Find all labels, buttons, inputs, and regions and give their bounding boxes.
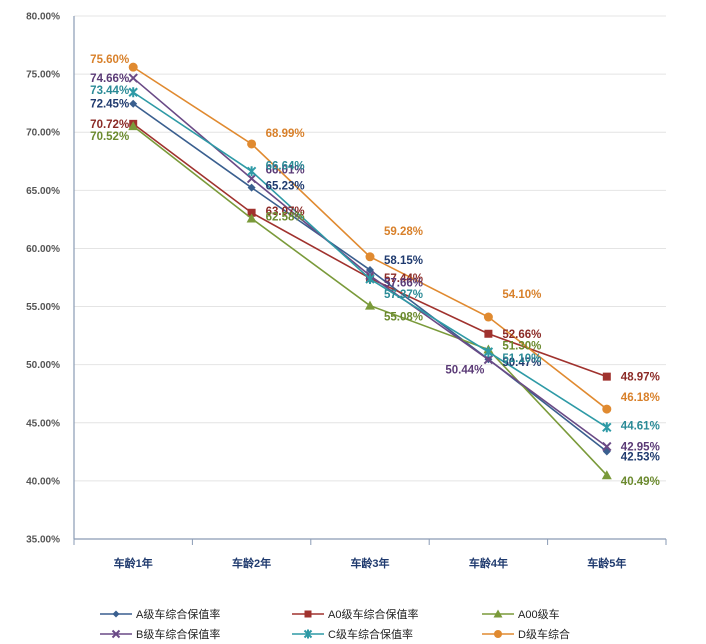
- y-tick-label: 50.00%: [26, 360, 60, 371]
- legend-marker: [112, 610, 120, 618]
- legend-item: C级车综合保值率: [292, 627, 413, 641]
- data-point: [247, 208, 256, 217]
- data-label: 50.44%: [445, 365, 484, 377]
- data-point: [129, 99, 138, 108]
- legend-label: A00级车: [518, 607, 560, 621]
- legend-label: D级车综合: [518, 627, 570, 641]
- data-point: [602, 372, 611, 381]
- data-label: 66.01%: [266, 165, 305, 177]
- x-tick-label: 车龄1年: [114, 556, 153, 570]
- data-label: 57.66%: [384, 278, 423, 290]
- data-label: 46.18%: [621, 392, 660, 404]
- y-axis-ticks: 35.00% 40.00% 45.00% 50.00% 55.00% 60.00% 65.0…: [26, 12, 60, 546]
- data-label: 62.58%: [266, 211, 305, 223]
- data-point: [365, 300, 375, 310]
- data-point: [128, 73, 138, 83]
- data-label: 52.66%: [502, 329, 541, 341]
- data-label: 51.30%: [502, 341, 541, 353]
- data-point: [602, 404, 612, 414]
- data-label: 68.99%: [266, 128, 305, 140]
- data-label: 55.08%: [384, 312, 423, 324]
- data-label: 74.66%: [90, 73, 129, 85]
- data-point: [602, 422, 612, 433]
- data-label: 48.97%: [621, 372, 660, 384]
- x-tick-label: 车龄3年: [350, 556, 389, 570]
- y-tick-label: 65.00%: [26, 186, 60, 197]
- data-label: 57.37%: [384, 289, 423, 301]
- data-point: [246, 166, 257, 177]
- data-label: 70.52%: [90, 131, 129, 143]
- data-label: 42.95%: [621, 442, 660, 454]
- data-label: 42.53%: [621, 451, 660, 463]
- data-point: [483, 346, 494, 357]
- y-tick-label: 35.00%: [26, 535, 60, 546]
- data-label: 50.47%: [502, 357, 541, 369]
- data-point: [366, 265, 374, 274]
- data-label: 44.61%: [621, 420, 660, 432]
- data-label: 63.07%: [266, 206, 305, 218]
- data-point: [246, 213, 257, 223]
- data-label: 40.49%: [621, 476, 660, 488]
- data-label: 72.45%: [90, 99, 129, 111]
- data-label: 51.10%: [502, 353, 541, 365]
- data-point: [602, 441, 612, 452]
- series-group: [128, 62, 612, 480]
- data-point: [483, 354, 494, 365]
- legend-item: A0级车综合保值率: [292, 607, 418, 621]
- data-label: 75.60%: [90, 54, 129, 66]
- data-point: [246, 173, 257, 184]
- series: [128, 121, 612, 480]
- data-label: 65.23%: [266, 181, 305, 193]
- data-point: [128, 62, 138, 72]
- legend-item: B级车综合保值率: [100, 627, 220, 641]
- data-label: 54.10%: [502, 289, 541, 301]
- data-label: 73.44%: [90, 85, 129, 97]
- data-label: 59.28%: [384, 226, 423, 238]
- legend-marker: [493, 609, 503, 618]
- y-tick-label: 75.00%: [26, 70, 60, 81]
- x-tick-label: 车龄4年: [469, 556, 508, 570]
- x-tick-label: 车龄2年: [232, 556, 271, 570]
- y-tick-label: 60.00%: [26, 244, 60, 255]
- legend-marker: [494, 630, 502, 638]
- legend-label: A0级车综合保值率: [328, 607, 418, 621]
- data-point: [247, 139, 257, 149]
- data-point: [483, 312, 493, 322]
- data-point: [601, 470, 612, 480]
- legend-item: A00级车: [482, 607, 560, 621]
- legend-marker: [303, 629, 313, 639]
- y-tick-label: 40.00%: [26, 476, 60, 487]
- legend-marker: [304, 610, 312, 618]
- x-axis-ticks: 车龄1年 车龄2年 车龄3年 车龄4年 车龄5年: [114, 556, 627, 570]
- y-tick-label: 55.00%: [26, 302, 60, 313]
- series-line: [132, 77, 608, 448]
- legend-label: B级车综合保值率: [136, 627, 220, 641]
- series: [128, 73, 612, 452]
- data-label: 70.72%: [90, 119, 129, 131]
- y-tick-label: 45.00%: [26, 418, 60, 429]
- axes: [73, 16, 667, 545]
- x-tick-label: 车龄5年: [587, 556, 626, 570]
- legend: A级车综合保值率 A0级车综合保值率 A00级车 B级车综合保值率 C级车综合保值率 D级…: [100, 607, 570, 641]
- legend-label: A级车综合保值率: [136, 607, 220, 621]
- data-point: [247, 183, 256, 192]
- y-tick-label: 80.00%: [26, 12, 60, 23]
- data-point: [128, 87, 138, 98]
- data-point: [484, 329, 493, 338]
- data-label: 57.44%: [384, 273, 423, 285]
- data-point: [365, 252, 375, 262]
- data-point: [128, 121, 139, 131]
- series: [128, 87, 612, 433]
- legend-item: A级车综合保值率: [100, 607, 220, 621]
- legend-marker: [111, 629, 121, 639]
- legend-item: D级车综合: [482, 627, 570, 641]
- data-label: 66.64%: [266, 160, 305, 172]
- data-label: 58.15%: [384, 255, 423, 267]
- legend-label: C级车综合保值率: [328, 627, 413, 641]
- series: [128, 62, 612, 414]
- y-tick-label: 70.00%: [26, 128, 60, 139]
- data-point: [365, 274, 375, 285]
- data-labels: 72.45% 65.23% 58.15% 50.47% 42.53% 70.72% 63.0…: [90, 54, 660, 488]
